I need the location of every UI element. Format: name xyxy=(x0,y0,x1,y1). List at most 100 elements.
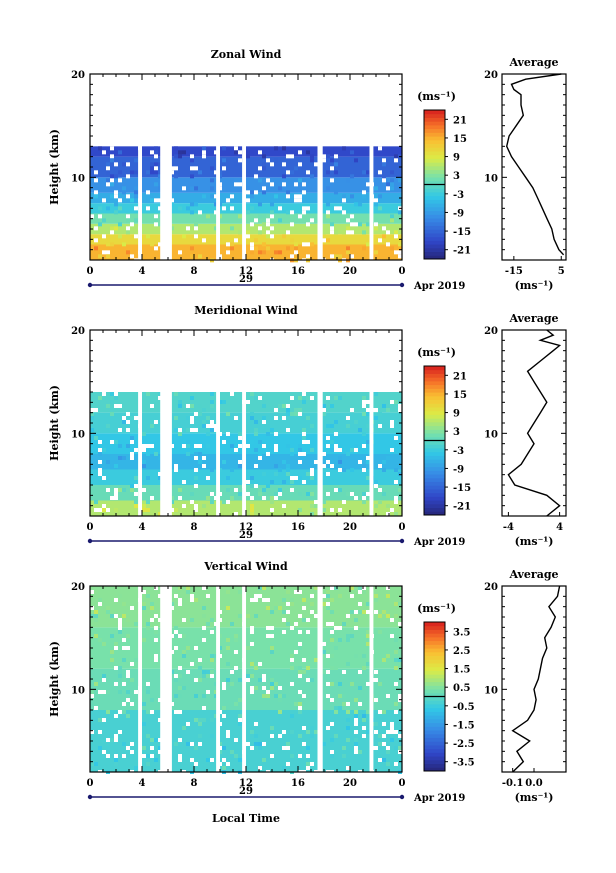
colorbar-segment xyxy=(424,763,445,768)
data-cell xyxy=(382,174,386,179)
data-cell xyxy=(214,682,218,686)
data-cell xyxy=(198,150,202,155)
data-cell xyxy=(210,166,214,171)
missing-cell xyxy=(178,666,182,670)
missing-cell xyxy=(114,738,118,742)
profile-y-tick-label: 10 xyxy=(484,429,498,440)
data-cell xyxy=(302,618,306,622)
data-cell xyxy=(270,202,274,207)
missing-cell xyxy=(330,722,334,726)
data-cell xyxy=(118,670,122,674)
data-cell xyxy=(322,650,326,654)
data-cell xyxy=(118,234,122,239)
data-cell xyxy=(90,412,94,416)
data-cell xyxy=(270,480,274,484)
data-cell xyxy=(94,610,98,614)
data-cell xyxy=(262,586,266,590)
data-cell xyxy=(274,606,278,610)
missing-cell xyxy=(298,642,302,646)
missing-cell xyxy=(170,444,174,448)
data-cell xyxy=(98,166,102,171)
data-cell xyxy=(350,682,354,686)
missing-cell xyxy=(286,610,290,614)
date-label: 29 xyxy=(239,274,253,285)
colorbar-segment xyxy=(424,377,445,382)
missing-cell xyxy=(306,754,310,758)
data-cell xyxy=(334,706,338,710)
profile-title: Average xyxy=(508,56,558,69)
data-cell xyxy=(94,682,98,686)
data-cell xyxy=(386,614,390,618)
data-cell xyxy=(366,634,370,638)
data-cell xyxy=(170,670,174,674)
data-cell xyxy=(110,242,114,247)
data-gap xyxy=(160,586,172,772)
data-cell xyxy=(106,178,110,183)
missing-cell xyxy=(362,726,366,730)
data-cell xyxy=(202,694,206,698)
data-cell xyxy=(326,214,330,219)
data-cell xyxy=(238,492,242,496)
data-cell xyxy=(94,590,98,594)
missing-cell xyxy=(266,178,270,183)
colorbar-segment xyxy=(424,244,445,249)
data-cell xyxy=(134,186,138,191)
data-cell xyxy=(390,186,394,191)
missing-cell xyxy=(122,416,126,420)
data-cell xyxy=(274,492,278,496)
colorbar-segment xyxy=(424,756,445,761)
missing-cell xyxy=(250,686,254,690)
colorbar-segment xyxy=(424,451,445,456)
data-cell xyxy=(110,738,114,742)
data-cell xyxy=(262,166,266,171)
data-cell xyxy=(142,638,146,642)
data-cell xyxy=(326,202,330,207)
data-cell xyxy=(298,492,302,496)
missing-cell xyxy=(270,234,274,239)
profile-y-tick-label: 20 xyxy=(484,326,498,337)
data-cell xyxy=(106,162,110,167)
data-cell xyxy=(290,714,294,718)
data-cell xyxy=(286,472,290,476)
missing-cell xyxy=(154,614,158,618)
data-cell xyxy=(278,186,282,191)
missing-cell xyxy=(274,416,278,420)
data-cell xyxy=(254,448,258,452)
data-cell xyxy=(294,166,298,171)
data-cell xyxy=(290,412,294,416)
data-cell xyxy=(118,594,122,598)
data-cell xyxy=(290,666,294,670)
data-cell xyxy=(374,226,378,231)
missing-cell xyxy=(142,488,146,492)
missing-cell xyxy=(258,166,262,171)
missing-cell xyxy=(326,682,330,686)
data-cell xyxy=(106,424,110,428)
missing-cell xyxy=(386,512,390,516)
data-cell xyxy=(94,436,98,440)
data-cell xyxy=(186,742,190,746)
data-cell xyxy=(154,150,158,155)
data-cell xyxy=(202,146,206,151)
data-cell xyxy=(346,718,350,722)
data-cell xyxy=(326,468,330,472)
missing-cell xyxy=(390,726,394,730)
missing-cell xyxy=(298,614,302,618)
data-cell xyxy=(386,182,390,187)
missing-cell xyxy=(278,492,282,496)
missing-cell xyxy=(126,428,130,432)
data-cell xyxy=(366,630,370,634)
missing-cell xyxy=(206,690,210,694)
missing-cell xyxy=(106,754,110,758)
data-cell xyxy=(230,444,234,448)
missing-cell xyxy=(330,630,334,634)
missing-cell xyxy=(214,170,218,175)
missing-cell xyxy=(118,428,122,432)
missing-cell xyxy=(158,618,162,622)
missing-cell xyxy=(126,420,130,424)
missing-cell xyxy=(174,464,178,468)
colorbar-segment xyxy=(424,191,445,197)
data-cell xyxy=(378,734,382,738)
missing-cell xyxy=(338,206,342,211)
data-cell xyxy=(302,670,306,674)
colorbar-segment xyxy=(424,459,445,464)
